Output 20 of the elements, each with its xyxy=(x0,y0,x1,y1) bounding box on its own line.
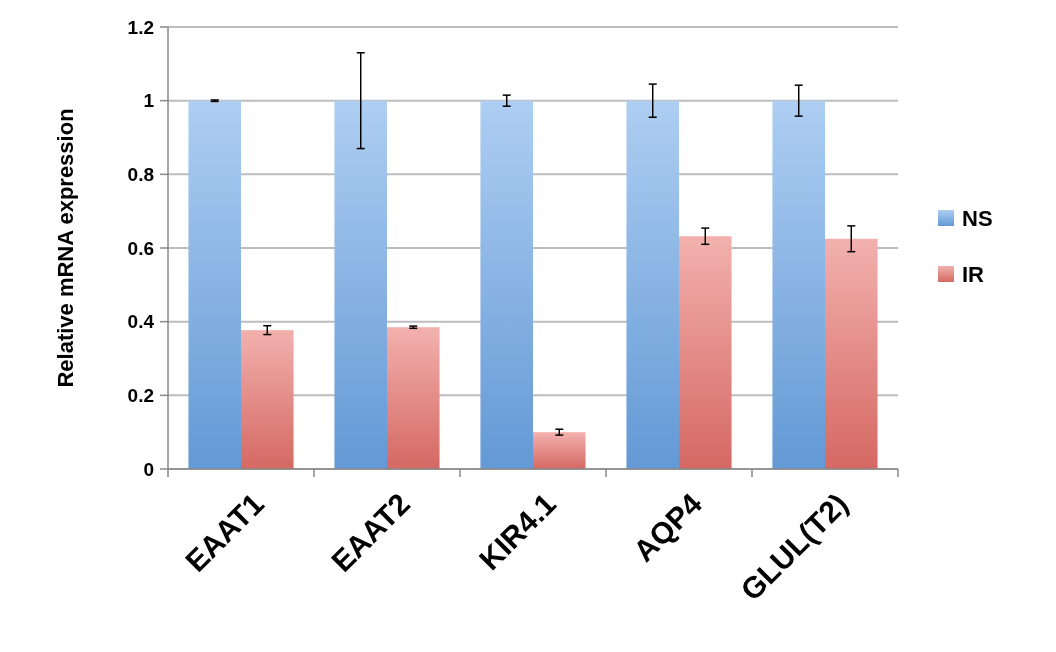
y-tick-label: 0.4 xyxy=(127,311,155,333)
bar xyxy=(772,100,825,469)
y-tick-label: 1.2 xyxy=(127,16,154,38)
bar xyxy=(188,100,241,469)
y-tick-label: 0.2 xyxy=(127,384,154,406)
y-tick-label: 0 xyxy=(143,458,154,480)
bar xyxy=(533,432,586,469)
bar xyxy=(480,100,533,469)
y-axis-title: Relative mRNA expression xyxy=(53,108,78,388)
bar xyxy=(387,327,440,469)
legend-label: IR xyxy=(962,261,985,287)
bar xyxy=(334,100,387,469)
bar xyxy=(825,238,878,469)
y-tick-label: 0.6 xyxy=(127,237,154,259)
bar xyxy=(626,100,679,469)
y-tick-label: 1 xyxy=(143,90,155,112)
bar xyxy=(679,236,732,469)
legend-label: NS xyxy=(962,205,993,231)
y-tick-label: 0.8 xyxy=(127,163,154,185)
bar xyxy=(241,330,294,469)
